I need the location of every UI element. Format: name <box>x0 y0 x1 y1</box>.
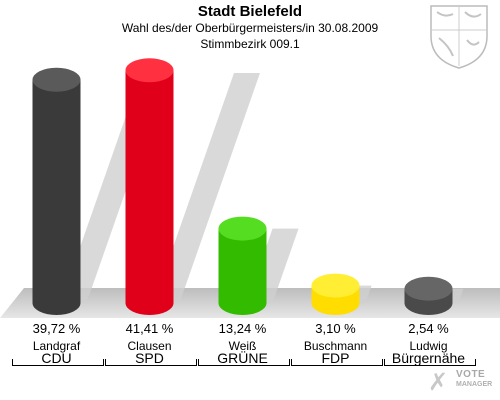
label-bracket <box>104 359 197 366</box>
party-label: CDU <box>41 350 72 366</box>
value-label: 41,41 % <box>125 321 174 336</box>
candidate-label: Buschmann <box>303 339 368 353</box>
candidate-label: Ludwig <box>409 339 448 353</box>
party-label: GRÜNE <box>217 350 268 366</box>
value-label: 3,10 % <box>315 321 356 336</box>
bar-body <box>32 79 81 316</box>
value-label: 2,54 % <box>408 321 449 336</box>
brand-line-2: MANAGER <box>456 381 493 388</box>
brand-line-1: VOTE <box>456 369 486 380</box>
candidate-label: Clausen <box>127 339 172 353</box>
bar-landgraf <box>32 67 81 316</box>
bar-clausen <box>125 58 174 315</box>
vote-manager-mark-icon: ✗ <box>428 369 449 396</box>
label-bracket <box>290 359 383 366</box>
party-label: FDP <box>321 350 350 366</box>
chart-subtitle: Wahl des/der Oberbürgermeisters/in 30.08… <box>121 21 379 35</box>
label-bracket <box>383 359 476 366</box>
label-bracket <box>197 359 290 366</box>
bar-top <box>32 67 81 92</box>
candidate-label: Weiß <box>228 339 257 353</box>
bar-buschmann <box>311 273 360 315</box>
district-label: Stimmbezirk 009.1 <box>200 37 300 51</box>
bar-top <box>311 273 360 298</box>
chart-title: Stadt Bielefeld <box>197 3 303 20</box>
vote-manager-logo: ✗ VOTE MANAGER <box>428 366 498 396</box>
candidate-label: Landgraf <box>32 339 81 353</box>
party-label: Bürgernähe <box>391 350 466 366</box>
bar-shadow <box>153 73 260 303</box>
bar-top <box>404 276 453 301</box>
party-label: SPD <box>135 350 164 366</box>
value-label: 13,24 % <box>218 321 267 336</box>
value-label: 39,72 % <box>32 321 81 336</box>
bar-body <box>125 70 174 315</box>
bar-weiß <box>218 216 267 315</box>
bar-body <box>218 228 267 315</box>
bar-top <box>125 58 174 83</box>
bar-top <box>218 216 267 241</box>
bar-ludwig <box>404 276 453 315</box>
city-crest-icon <box>430 5 488 69</box>
label-bracket <box>11 359 104 366</box>
